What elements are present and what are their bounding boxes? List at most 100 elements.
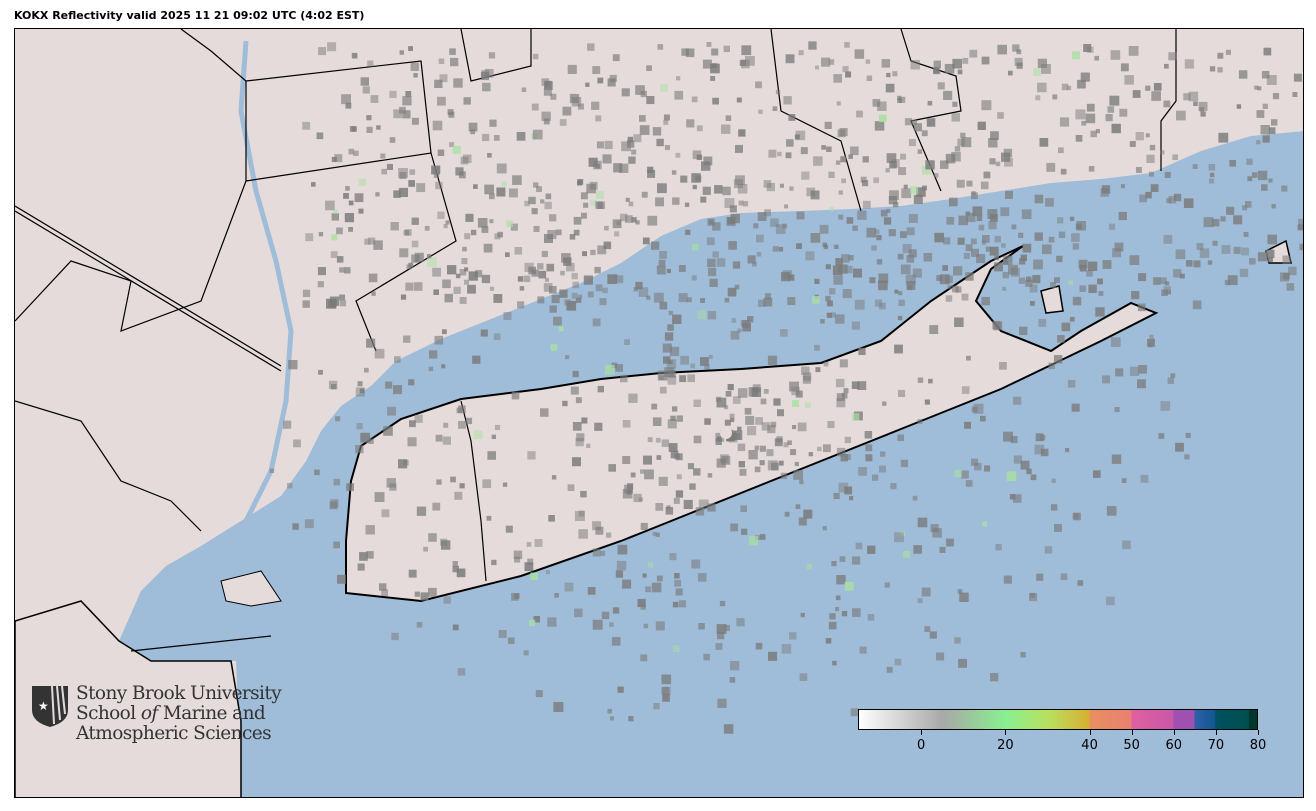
radar-echo-pixel — [1052, 94, 1058, 100]
radar-echo-pixel — [344, 267, 351, 274]
radar-echo-pixel — [452, 624, 459, 631]
radar-echo-pixel — [721, 124, 731, 134]
colorbar-tick — [1131, 730, 1133, 735]
radar-echo-pixel — [398, 168, 408, 178]
radar-echo-pixel — [691, 275, 697, 281]
radar-echo-pixel — [854, 49, 865, 59]
radar-echo-pixel — [1261, 71, 1270, 79]
radar-echo-pixel — [952, 285, 959, 293]
radar-echo-pixel — [827, 421, 835, 429]
radar-echo-pixel — [1173, 269, 1182, 278]
radar-echo-pixel — [804, 402, 811, 409]
radar-echo-pixel — [735, 144, 743, 153]
radar-echo-pixel — [1090, 130, 1097, 138]
radar-echo-pixel — [980, 181, 989, 190]
radar-echo-pixel — [786, 139, 794, 147]
radar-echo-pixel — [716, 397, 727, 408]
radar-echo-pixel — [1112, 248, 1122, 258]
radar-echo-pixel — [902, 550, 910, 558]
radar-echo-pixel — [475, 270, 483, 278]
radar-echo-pixel — [405, 91, 412, 97]
radar-echo-pixel — [833, 492, 840, 500]
radar-echo-pixel — [604, 140, 613, 150]
radar-echo-pixel — [1077, 580, 1084, 586]
radar-echo-pixel — [450, 476, 456, 483]
radar-echo-pixel — [512, 175, 522, 185]
radar-echo-pixel — [735, 175, 745, 186]
radar-echo-pixel — [997, 44, 1007, 55]
radar-echo-pixel — [758, 299, 766, 307]
radar-echo-pixel — [358, 178, 366, 186]
radar-echo-pixel — [830, 312, 836, 318]
radar-echo-pixel — [1298, 218, 1303, 225]
radar-echo-pixel — [913, 123, 922, 132]
radar-echo-pixel — [535, 690, 543, 698]
radar-echo-pixel — [835, 378, 845, 388]
radar-echo-pixel — [952, 58, 962, 69]
radar-echo-pixel — [954, 469, 962, 478]
radar-echo-pixel — [1251, 172, 1258, 178]
radar-echo-pixel — [288, 360, 298, 370]
radar-echo-pixel — [1131, 291, 1140, 300]
radar-echo-pixel — [952, 101, 958, 107]
radar-echo-pixel — [1057, 217, 1064, 224]
radar-echo-pixel — [734, 284, 740, 290]
radar-echo-pixel — [1128, 46, 1139, 56]
radar-echo-pixel — [489, 193, 495, 200]
radar-echo-pixel — [559, 289, 568, 298]
radar-map[interactable] — [14, 28, 1304, 798]
radar-echo-pixel — [380, 153, 386, 159]
radar-echo-pixel — [578, 529, 588, 539]
radar-echo-pixel — [545, 570, 550, 575]
radar-echo-pixel — [698, 499, 709, 510]
radar-echo-pixel — [732, 396, 741, 404]
radar-echo-pixel — [656, 575, 663, 582]
radar-echo-pixel — [555, 229, 562, 236]
radar-echo-pixel — [752, 384, 761, 393]
radar-echo-pixel — [537, 263, 544, 270]
radar-echo-pixel — [316, 132, 324, 140]
radar-echo-pixel — [592, 548, 601, 557]
radar-echo-pixel — [867, 614, 875, 621]
radar-echo-pixel — [1184, 59, 1195, 69]
radar-echo-pixel — [450, 57, 459, 67]
radar-echo-pixel — [622, 456, 631, 464]
radar-echo-pixel — [293, 439, 301, 448]
radar-echo-pixel — [1030, 474, 1037, 481]
radar-echo-pixel — [829, 613, 836, 620]
radar-echo-pixel — [427, 257, 437, 267]
radar-echo-pixel — [662, 686, 671, 695]
radar-echo-pixel — [885, 83, 895, 93]
radar-echo-pixel — [486, 515, 492, 521]
radar-echo-pixel — [796, 211, 805, 220]
radar-echo-pixel — [722, 186, 731, 196]
radar-echo-pixel — [524, 562, 534, 572]
radar-echo-pixel — [849, 496, 854, 501]
radar-echo-pixel — [848, 154, 853, 159]
radar-echo-pixel — [1102, 260, 1112, 269]
radar-echo-pixel — [888, 196, 898, 205]
radar-echo-pixel — [784, 204, 789, 209]
radar-echo-pixel — [589, 181, 598, 190]
radar-echo-pixel — [798, 50, 804, 56]
radar-echo-pixel — [782, 223, 788, 229]
radar-echo-pixel — [1200, 111, 1206, 117]
radar-echo-pixel — [678, 600, 687, 608]
radar-echo-pixel — [672, 197, 680, 205]
radar-echo-pixel — [333, 209, 338, 214]
radar-echo-pixel — [367, 60, 374, 67]
radar-echo-pixel — [917, 598, 923, 604]
radar-echo-pixel — [407, 437, 417, 447]
radar-echo-pixel — [668, 360, 673, 365]
radar-echo-pixel — [371, 291, 376, 296]
radar-echo-pixel — [972, 206, 983, 217]
radar-echo-pixel — [884, 582, 890, 588]
radar-echo-pixel — [932, 528, 942, 538]
radar-echo-pixel — [414, 414, 423, 423]
radar-echo-pixel — [744, 407, 752, 415]
radar-echo-pixel — [981, 100, 992, 111]
radar-echo-pixel — [945, 153, 956, 164]
radar-echo-pixel — [572, 370, 579, 378]
radar-echo-pixel — [745, 415, 755, 425]
radar-echo-pixel — [730, 523, 739, 532]
